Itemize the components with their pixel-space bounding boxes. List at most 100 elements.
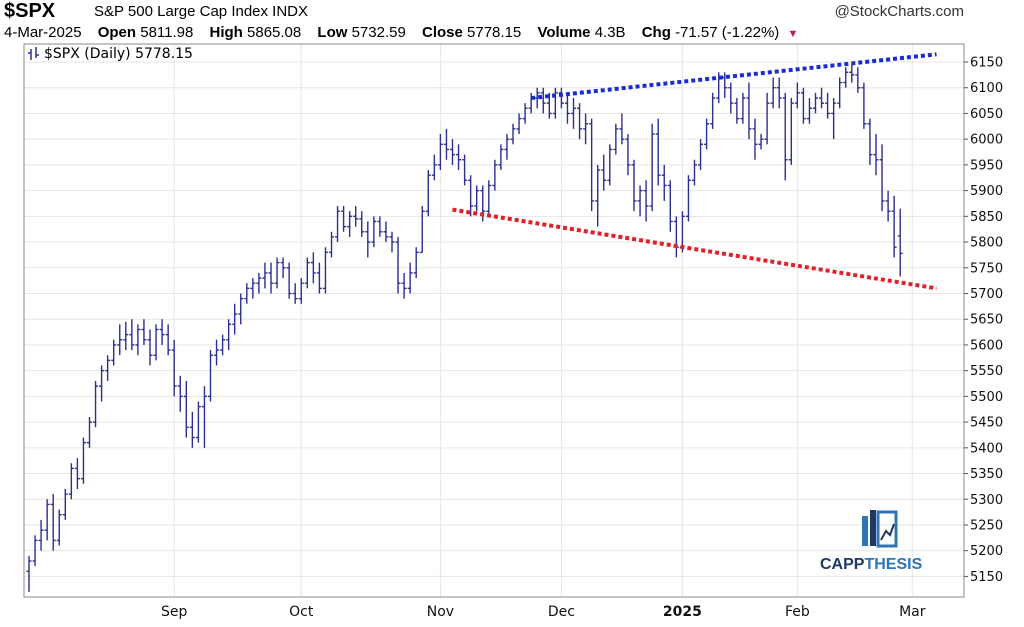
ohlc-bar bbox=[341, 206, 347, 232]
open-value: 5811.98 bbox=[140, 24, 194, 41]
logo-text-thesis: THESIS bbox=[864, 556, 922, 573]
chg-value: -71.57 (-1.22%) bbox=[675, 24, 780, 41]
ohlc-bar bbox=[456, 144, 462, 171]
low-value: 5732.59 bbox=[351, 24, 406, 41]
ohlc-bar bbox=[728, 82, 734, 114]
high-value: 5865.08 bbox=[247, 24, 302, 41]
ohlc-bar bbox=[208, 350, 213, 402]
ohlc-bar bbox=[831, 98, 837, 140]
ohlc-bar bbox=[286, 262, 292, 299]
ohlc-bar bbox=[643, 180, 649, 222]
ohlc-bar bbox=[649, 123, 655, 212]
ohlc-bar bbox=[87, 416, 92, 448]
ohlc-bar bbox=[244, 283, 250, 304]
ohlc-bar bbox=[873, 134, 879, 176]
ohlc-bar bbox=[280, 257, 286, 279]
ohlc-bar bbox=[855, 67, 861, 93]
ohlc-bar bbox=[861, 82, 867, 129]
ohlc-bar bbox=[189, 411, 195, 448]
ohlc-bar bbox=[38, 519, 44, 551]
ohlc-bar bbox=[564, 92, 570, 124]
ohlc-bar bbox=[704, 118, 710, 150]
ohlc-bar bbox=[595, 164, 601, 227]
volume-value: 4.3B bbox=[594, 24, 626, 41]
ohlc-bar bbox=[111, 339, 117, 366]
ohlc-bar bbox=[274, 257, 280, 289]
ohlc-bar bbox=[867, 118, 873, 165]
logo-text-capp: CAPP bbox=[820, 556, 865, 573]
ohlc-bar bbox=[50, 494, 56, 551]
ohlc-bar bbox=[583, 113, 589, 145]
ohlc-bar bbox=[510, 123, 516, 145]
ohlc-bar bbox=[468, 175, 474, 217]
ohlc-bar bbox=[637, 185, 643, 217]
ohlc-bar bbox=[238, 293, 244, 325]
ohlc-bar bbox=[129, 319, 135, 351]
ohlc-bar bbox=[752, 118, 758, 160]
y-tick-label: 5600 bbox=[970, 338, 1003, 353]
ohlc-bar bbox=[371, 216, 377, 248]
brand-watermark: @StockCharts.com bbox=[834, 3, 964, 20]
ohlc-bar bbox=[474, 185, 480, 212]
index-name: S&P 500 Large Cap Index INDX bbox=[94, 3, 309, 20]
ohlc-bar bbox=[256, 272, 262, 294]
ohlc-bar bbox=[123, 321, 129, 351]
ohlc-bar bbox=[522, 103, 528, 124]
ohlc-bar bbox=[734, 98, 740, 124]
ohlc-bar bbox=[335, 206, 341, 243]
ohlc-bar bbox=[407, 262, 413, 294]
ohlc-bar bbox=[546, 92, 552, 119]
y-tick-label: 5750 bbox=[970, 261, 1003, 276]
y-tick-label: 5350 bbox=[970, 467, 1003, 482]
ohlc-bar bbox=[395, 236, 401, 294]
ohlc-bar bbox=[891, 195, 897, 258]
ohlc-bar bbox=[26, 555, 32, 592]
ohlc-bar bbox=[613, 123, 619, 155]
x-tick-label: Dec bbox=[548, 604, 575, 620]
y-tick-label: 5200 bbox=[970, 544, 1003, 559]
ohlc-bar bbox=[661, 164, 667, 201]
ohlc-bar bbox=[153, 324, 159, 361]
ohlc-bar bbox=[310, 252, 316, 284]
ohlc-bar bbox=[32, 535, 38, 567]
ohlc-bar bbox=[304, 257, 310, 289]
ohlc-bar bbox=[359, 211, 365, 237]
quote-date: 4-Mar-2025 bbox=[4, 24, 82, 41]
ohlc-bar bbox=[879, 144, 885, 212]
ohlc-bar bbox=[698, 139, 704, 171]
ohlc-bar bbox=[552, 87, 558, 119]
ohlc-bar bbox=[897, 208, 903, 277]
y-tick-label: 6150 bbox=[970, 56, 1003, 71]
open-label: Open bbox=[97, 24, 137, 41]
ohlc-bar bbox=[135, 324, 141, 356]
x-tick-label: 2025 bbox=[663, 604, 702, 620]
x-tick-label: Mar bbox=[899, 604, 926, 620]
ohlc-bar bbox=[782, 92, 788, 181]
x-tick-label: Nov bbox=[427, 604, 454, 620]
ohlc-bar bbox=[159, 319, 165, 345]
y-tick-label: 5950 bbox=[970, 158, 1003, 173]
ohlc-bar bbox=[183, 380, 189, 438]
x-tick-label: Sep bbox=[161, 604, 188, 620]
bar-chart-icon bbox=[28, 47, 39, 60]
ohlc-bar bbox=[788, 98, 794, 165]
ohlc-summary: 4-Mar-2025 Open 5811.98 High 5865.08 Low… bbox=[4, 24, 798, 41]
ohlc-bar bbox=[195, 401, 201, 443]
ohlc-bar bbox=[401, 272, 407, 299]
trendlines bbox=[452, 52, 937, 291]
ohlc-bar bbox=[740, 92, 746, 124]
ohlc-bar bbox=[232, 303, 238, 335]
ohlc-bar bbox=[68, 463, 74, 500]
ohlc-bar bbox=[631, 159, 637, 212]
ohlc-bar bbox=[758, 134, 764, 150]
ohlc-bar bbox=[431, 154, 437, 181]
ohlc-bar bbox=[322, 247, 328, 294]
ohlc-bar bbox=[746, 82, 752, 140]
ohlc-bar bbox=[425, 170, 431, 217]
x-tick-label: Oct bbox=[289, 604, 314, 620]
svg-text:CAPPTHESIS: CAPPTHESIS bbox=[820, 556, 923, 573]
legend-text: $SPX (Daily) 5778.15 bbox=[44, 46, 193, 62]
close-value: 5778.15 bbox=[467, 24, 522, 41]
ohlc-bar bbox=[673, 216, 679, 258]
high-label: High bbox=[209, 24, 243, 41]
